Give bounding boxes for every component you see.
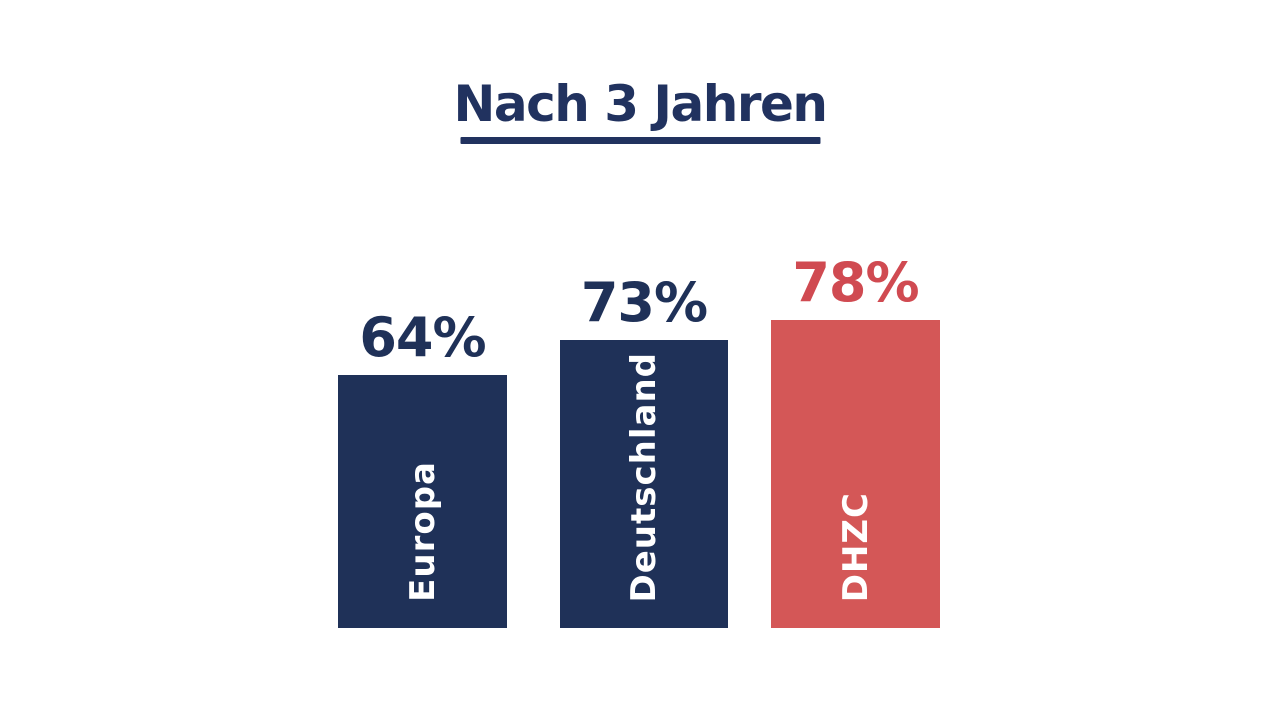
value-label-europa: 64%: [359, 306, 486, 369]
bar-category-label-europa: Europa: [402, 461, 443, 602]
bar-europa: Europa: [338, 375, 507, 628]
value-label-deutschland: 73%: [580, 271, 708, 334]
bar-category-label-deutschland: Deutschland: [624, 351, 664, 602]
value-label-dhzc: 78%: [792, 251, 919, 314]
bar-dhzc: DHZC: [771, 320, 940, 628]
bar-category-label-dhzc: DHZC: [835, 491, 876, 602]
chart-title-wrap: Nach 3 Jahren: [453, 75, 828, 144]
bar-group-deutschland: 73% Deutschland: [560, 276, 728, 628]
bar-group-europa: 64% Europa: [338, 311, 507, 628]
bar-group-dhzc: 78% DHZC: [771, 256, 940, 628]
title-underline: [460, 136, 820, 144]
bar-deutschland: Deutschland: [560, 340, 728, 628]
chart-title: Nach 3 Jahren: [453, 75, 828, 133]
